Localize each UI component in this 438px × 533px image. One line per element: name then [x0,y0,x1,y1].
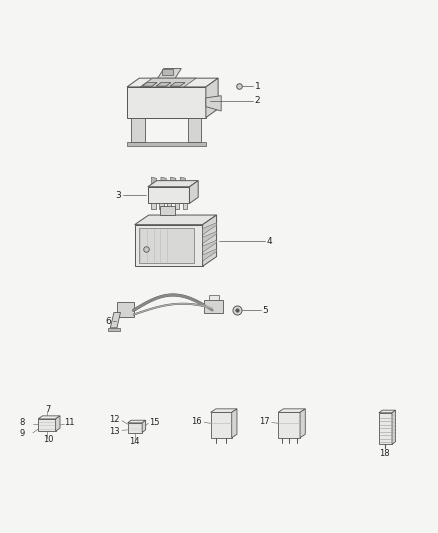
Polygon shape [183,204,187,209]
Text: 14: 14 [129,437,139,446]
Polygon shape [128,420,145,423]
Polygon shape [170,83,185,86]
Text: 5: 5 [262,306,268,315]
Text: 9: 9 [20,429,25,438]
Polygon shape [127,87,206,118]
Polygon shape [202,249,216,261]
Polygon shape [156,83,171,86]
Polygon shape [131,118,145,142]
Text: 17: 17 [259,417,269,426]
Polygon shape [170,83,185,86]
Polygon shape [142,83,157,86]
Polygon shape [108,328,120,331]
Polygon shape [110,312,120,328]
Polygon shape [180,177,186,187]
Text: 10: 10 [43,435,53,445]
Polygon shape [202,223,216,235]
Polygon shape [180,183,192,187]
Polygon shape [170,177,176,187]
Text: 16: 16 [191,417,202,426]
Polygon shape [202,240,216,252]
Polygon shape [379,413,392,445]
Polygon shape [379,410,396,413]
Polygon shape [206,96,221,111]
Polygon shape [160,206,175,215]
Polygon shape [127,78,218,87]
Polygon shape [156,83,171,86]
Text: 12: 12 [109,415,119,424]
Text: 11: 11 [64,418,75,427]
Polygon shape [152,204,156,209]
Text: 3: 3 [115,191,121,199]
Polygon shape [38,416,60,419]
Polygon shape [278,413,300,438]
Polygon shape [202,215,216,266]
Polygon shape [156,83,171,86]
Polygon shape [56,416,60,431]
Polygon shape [278,409,305,413]
Polygon shape [162,69,173,75]
Polygon shape [188,118,201,142]
Text: 2: 2 [254,96,260,106]
Text: 4: 4 [266,237,272,246]
Polygon shape [142,83,157,86]
Polygon shape [135,225,202,266]
Polygon shape [202,231,216,244]
Polygon shape [159,204,164,209]
Text: 6: 6 [106,317,111,326]
Polygon shape [127,142,206,146]
Polygon shape [38,419,56,431]
Polygon shape [128,423,142,432]
Polygon shape [209,295,219,300]
Polygon shape [189,181,198,204]
Text: 8: 8 [20,418,25,427]
Polygon shape [117,302,134,317]
Polygon shape [148,181,198,187]
Polygon shape [167,204,172,209]
Polygon shape [161,177,166,187]
Polygon shape [158,69,181,78]
Polygon shape [175,204,180,209]
Polygon shape [161,183,173,187]
Polygon shape [204,300,223,313]
Text: 13: 13 [109,427,120,435]
Polygon shape [232,409,237,438]
Text: 7: 7 [46,405,51,414]
Polygon shape [211,409,237,413]
Polygon shape [211,413,232,438]
Polygon shape [300,409,305,438]
Text: 15: 15 [149,418,159,427]
Polygon shape [392,410,396,445]
Polygon shape [142,83,157,86]
Polygon shape [206,78,218,118]
Polygon shape [140,78,196,87]
Text: 18: 18 [379,449,389,458]
Polygon shape [148,187,189,204]
Polygon shape [139,228,194,263]
Polygon shape [152,177,157,187]
Polygon shape [152,183,163,187]
Text: 1: 1 [254,82,260,91]
Polygon shape [170,183,183,187]
Polygon shape [142,420,145,432]
Polygon shape [135,215,216,225]
Polygon shape [170,83,185,86]
